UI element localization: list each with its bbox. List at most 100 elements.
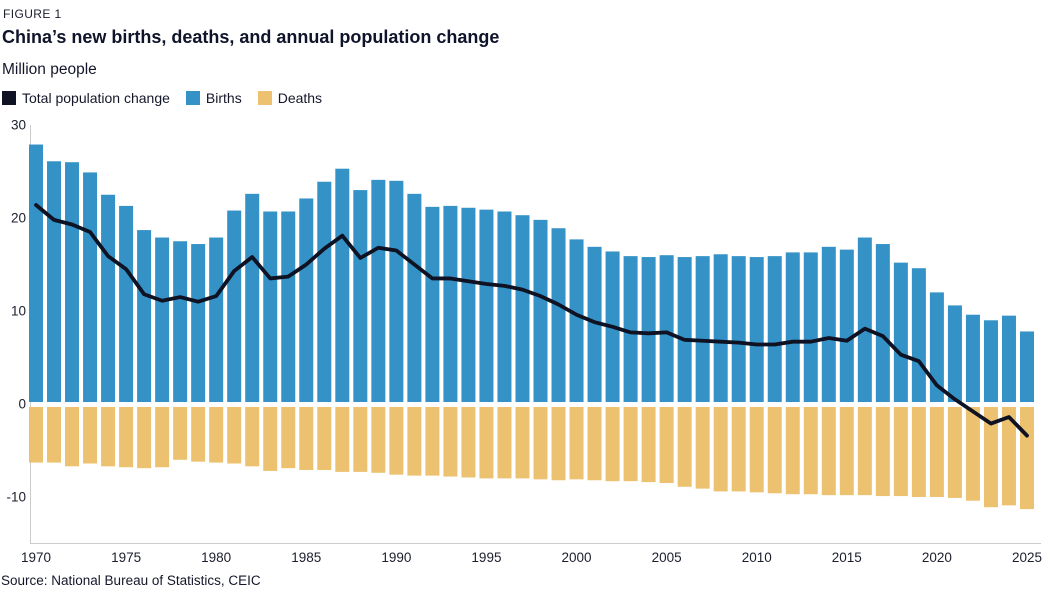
- legend-label: Births: [205, 90, 242, 106]
- births-bar: [299, 198, 314, 402]
- births-bar: [245, 193, 260, 402]
- y-tick-label: 20: [11, 211, 26, 226]
- births-bar: [443, 205, 458, 402]
- x-tick-label: 2000: [562, 550, 592, 565]
- deaths-bar: [677, 407, 692, 487]
- births-bar: [29, 144, 43, 402]
- deaths-bar: [299, 407, 314, 471]
- deaths-bar: [875, 407, 890, 497]
- legend-item-deaths: Deaths: [257, 90, 323, 106]
- deaths-bar: [209, 407, 224, 463]
- deaths-bar: [731, 407, 746, 492]
- x-tick-label: 1980: [201, 550, 231, 565]
- births-bar: [515, 215, 530, 402]
- births-bar: [191, 244, 206, 402]
- deaths-bar: [983, 407, 998, 508]
- births-bar: [281, 211, 296, 402]
- deaths-bar: [227, 407, 242, 464]
- deaths-bar: [245, 407, 260, 467]
- legend-item-births: Births: [185, 90, 242, 106]
- births-bar: [497, 211, 512, 402]
- deaths-bar: [623, 407, 638, 482]
- births-bar: [839, 249, 854, 402]
- y-tick-label: 10: [11, 304, 26, 319]
- deaths-bar: [119, 407, 134, 468]
- births-bar: [587, 246, 602, 402]
- x-tick-label: 1995: [471, 550, 501, 565]
- births-swatch: [185, 91, 200, 105]
- x-tick-label: 2025: [1012, 550, 1042, 565]
- births-bar: [101, 194, 116, 402]
- y-tick-label: 30: [11, 118, 26, 133]
- births-bar: [371, 179, 386, 402]
- deaths-bar: [605, 407, 620, 482]
- births-bar: [1001, 315, 1016, 402]
- births-bar: [263, 211, 278, 402]
- x-tick-label: 1990: [381, 550, 411, 565]
- deaths-bar: [911, 407, 926, 497]
- births-bar: [857, 237, 872, 402]
- deaths-bar: [29, 407, 43, 463]
- births-bar: [767, 256, 782, 402]
- births-bar: [803, 252, 818, 402]
- legend-item-total-population-change: Total population change: [2, 90, 170, 106]
- births-bar: [461, 207, 476, 402]
- legend-label: Deaths: [277, 90, 323, 106]
- births-bar: [407, 193, 422, 402]
- figure-label: FIGURE 1: [3, 7, 62, 21]
- births-bar: [713, 254, 728, 402]
- x-tick-label: 1970: [21, 550, 51, 565]
- births-bar: [785, 252, 800, 402]
- births-bar: [119, 205, 134, 402]
- y-tick-label: -10: [6, 490, 26, 505]
- deaths-bar: [1001, 407, 1016, 506]
- source-note: Source: National Bureau of Statistics, C…: [1, 573, 261, 588]
- births-bar: [317, 181, 332, 402]
- deaths-bars: [29, 407, 1034, 510]
- births-bar: [533, 219, 548, 402]
- deaths-bar: [821, 407, 836, 496]
- births-bar: [389, 180, 404, 402]
- births-bar: [335, 168, 350, 402]
- x-tick-label: 2020: [922, 550, 952, 565]
- births-bar: [875, 244, 890, 402]
- deaths-bar: [551, 407, 566, 481]
- deaths-bar: [281, 407, 296, 469]
- deaths-bar: [443, 407, 458, 477]
- deaths-bar: [317, 407, 332, 471]
- y-axis-labels: 30 20 10 0 -10: [6, 118, 26, 505]
- births-bar: [749, 257, 764, 402]
- births-bar: [353, 190, 368, 402]
- births-bar: [227, 210, 242, 402]
- births-bar: [569, 239, 584, 402]
- legend: Total population change Births Deaths: [2, 90, 322, 106]
- deaths-bar: [173, 407, 188, 460]
- births-bar: [929, 292, 944, 402]
- deaths-bar: [191, 407, 206, 462]
- births-bar: [137, 230, 152, 402]
- births-bar: [155, 237, 170, 402]
- births-bar: [677, 257, 692, 402]
- deaths-bar: [83, 407, 98, 464]
- deaths-bar: [803, 407, 818, 495]
- page-title: China’s new births, deaths, and annual p…: [2, 27, 500, 47]
- deaths-bar: [767, 407, 782, 494]
- deaths-bar: [155, 407, 170, 468]
- deaths-bar: [785, 407, 800, 495]
- x-tick-label: 1975: [111, 550, 141, 565]
- deaths-bar: [353, 407, 368, 472]
- deaths-bar: [47, 407, 62, 463]
- y-tick-label: 0: [18, 397, 26, 412]
- deaths-bar: [425, 407, 440, 476]
- deaths-swatch: [257, 91, 272, 105]
- deaths-bar: [407, 407, 422, 476]
- deaths-bar: [515, 407, 530, 479]
- deaths-bar: [659, 407, 674, 484]
- births-bar: [947, 305, 962, 402]
- deaths-bar: [371, 407, 386, 473]
- deaths-bar: [965, 407, 980, 501]
- deaths-bar: [335, 407, 350, 472]
- deaths-bar: [479, 407, 494, 479]
